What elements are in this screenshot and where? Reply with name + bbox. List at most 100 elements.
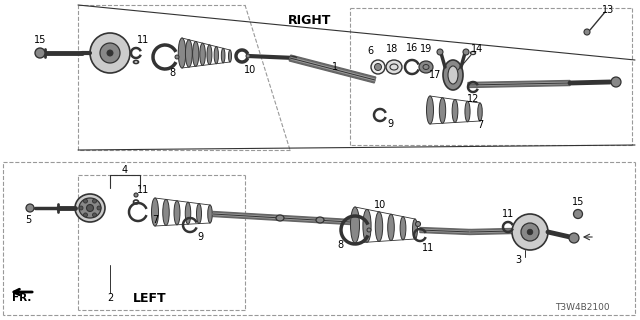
Text: 4: 4 [122, 165, 128, 175]
Text: 9: 9 [387, 119, 393, 129]
Ellipse shape [83, 213, 88, 217]
Ellipse shape [246, 54, 250, 58]
Ellipse shape [75, 194, 105, 222]
Text: 7: 7 [477, 120, 483, 130]
Text: 10: 10 [374, 200, 386, 210]
Polygon shape [468, 81, 570, 87]
Text: LEFT: LEFT [133, 292, 167, 305]
Ellipse shape [79, 206, 83, 210]
Ellipse shape [388, 214, 394, 241]
Text: 11: 11 [502, 209, 514, 219]
Ellipse shape [196, 204, 202, 224]
Ellipse shape [367, 228, 371, 232]
Ellipse shape [100, 43, 120, 63]
Ellipse shape [134, 193, 138, 197]
Text: 15: 15 [572, 197, 584, 207]
Ellipse shape [35, 48, 45, 58]
Ellipse shape [426, 96, 433, 124]
Polygon shape [289, 55, 376, 83]
Ellipse shape [207, 45, 212, 65]
Ellipse shape [452, 100, 458, 123]
Text: 5: 5 [25, 215, 31, 225]
Ellipse shape [79, 198, 101, 218]
Ellipse shape [413, 219, 417, 239]
Text: FR.: FR. [12, 293, 32, 303]
Text: 18: 18 [386, 44, 398, 54]
Ellipse shape [351, 207, 360, 243]
Ellipse shape [193, 41, 199, 66]
Ellipse shape [107, 50, 113, 56]
Polygon shape [213, 213, 350, 223]
Ellipse shape [439, 98, 445, 123]
Ellipse shape [521, 223, 539, 241]
Ellipse shape [415, 221, 420, 227]
Ellipse shape [174, 201, 180, 225]
Ellipse shape [419, 61, 433, 73]
Ellipse shape [90, 33, 130, 73]
Polygon shape [468, 82, 570, 86]
Ellipse shape [276, 215, 284, 221]
Ellipse shape [465, 101, 470, 122]
Ellipse shape [463, 49, 469, 55]
Polygon shape [213, 212, 350, 225]
Ellipse shape [316, 217, 324, 223]
Ellipse shape [208, 205, 212, 223]
Ellipse shape [569, 233, 579, 243]
Ellipse shape [374, 63, 381, 70]
Ellipse shape [371, 60, 385, 74]
Ellipse shape [185, 202, 191, 224]
Polygon shape [420, 229, 470, 233]
Text: 15: 15 [34, 35, 46, 45]
Ellipse shape [400, 217, 406, 240]
Text: 16: 16 [406, 43, 418, 53]
Ellipse shape [214, 47, 218, 64]
Text: 11: 11 [137, 185, 149, 195]
Text: 3: 3 [515, 255, 521, 265]
Ellipse shape [573, 210, 582, 219]
Text: 14: 14 [471, 44, 483, 54]
Ellipse shape [584, 29, 590, 35]
Text: 13: 13 [602, 5, 614, 15]
Text: 11: 11 [422, 243, 434, 253]
Ellipse shape [163, 199, 169, 225]
Text: RIGHT: RIGHT [288, 13, 332, 27]
Text: 12: 12 [467, 94, 479, 104]
Ellipse shape [152, 198, 159, 226]
Ellipse shape [26, 204, 34, 212]
Ellipse shape [375, 212, 383, 241]
Ellipse shape [228, 50, 232, 62]
Ellipse shape [437, 49, 443, 55]
Polygon shape [290, 57, 375, 81]
Ellipse shape [221, 48, 225, 63]
Ellipse shape [200, 43, 205, 65]
Ellipse shape [179, 38, 186, 68]
Text: 10: 10 [244, 65, 256, 75]
Ellipse shape [448, 66, 458, 84]
Text: 1: 1 [332, 62, 338, 72]
Polygon shape [470, 230, 512, 233]
Ellipse shape [527, 229, 532, 235]
Polygon shape [470, 228, 512, 235]
Text: 6: 6 [367, 46, 373, 56]
Ellipse shape [443, 60, 463, 90]
Text: 19: 19 [420, 44, 432, 54]
Ellipse shape [83, 199, 88, 203]
Ellipse shape [97, 206, 101, 210]
Ellipse shape [93, 199, 97, 203]
Ellipse shape [386, 60, 402, 74]
Text: 8: 8 [169, 68, 175, 78]
Ellipse shape [363, 209, 371, 242]
Ellipse shape [175, 55, 179, 59]
Ellipse shape [477, 103, 483, 121]
Text: 8: 8 [337, 240, 343, 250]
Ellipse shape [86, 204, 93, 212]
Ellipse shape [512, 214, 548, 250]
Text: 17: 17 [429, 70, 441, 80]
Text: 11: 11 [137, 35, 149, 45]
Ellipse shape [611, 77, 621, 87]
Text: 9: 9 [197, 232, 203, 242]
Text: T3W4B2100: T3W4B2100 [555, 303, 609, 313]
Polygon shape [420, 228, 470, 235]
Ellipse shape [186, 40, 192, 67]
Text: 7: 7 [152, 215, 158, 225]
